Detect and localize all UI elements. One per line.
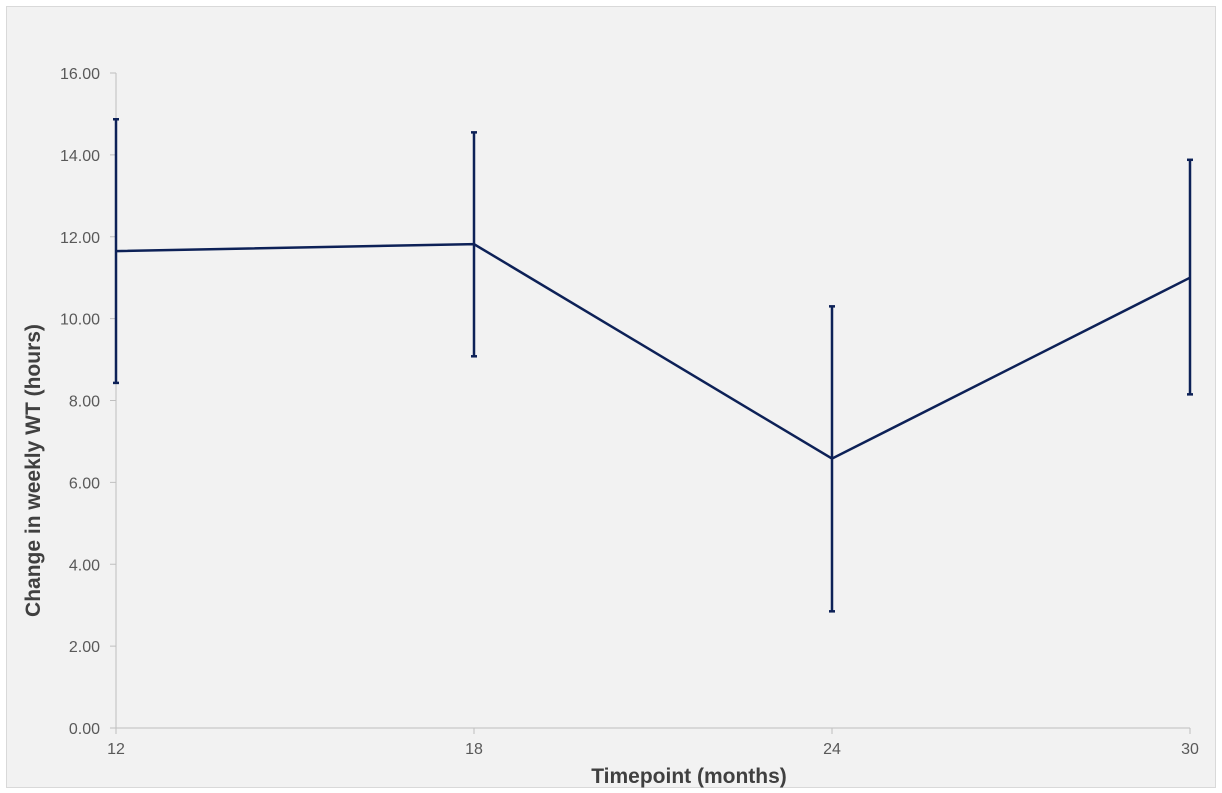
y-tick-label: 10.00 <box>60 312 100 329</box>
y-tick-label: 2.00 <box>69 639 100 656</box>
y-tick-label: 14.00 <box>60 148 100 165</box>
y-tick-label: 0.00 <box>69 721 100 738</box>
x-tick-label: 18 <box>465 741 483 758</box>
y-tick-label: 16.00 <box>60 66 100 83</box>
y-axis-title: Change in weekly WT (hours) <box>22 324 45 617</box>
x-axis-ticks: 12 18 24 30 <box>107 728 1199 758</box>
y-tick-label: 12.00 <box>60 230 100 247</box>
axes <box>115 73 1190 729</box>
y-tick-label: 6.00 <box>69 475 100 492</box>
x-axis-title: Timepoint (months) <box>591 765 787 788</box>
x-tick-label: 12 <box>107 741 125 758</box>
series-layer <box>115 242 1191 461</box>
x-tick-label: 30 <box>1181 741 1199 758</box>
y-tick-label: 4.00 <box>69 557 100 574</box>
x-tick-label: 24 <box>823 741 841 758</box>
error-bars <box>113 118 1193 613</box>
y-axis-ticks: 0.00 2.00 4.00 6.00 8.00 10.00 12.00 14.00 16.00 <box>60 66 116 738</box>
y-tick-label: 8.00 <box>69 394 100 411</box>
series-line <box>115 242 1191 461</box>
plot-area-background <box>6 6 1216 788</box>
